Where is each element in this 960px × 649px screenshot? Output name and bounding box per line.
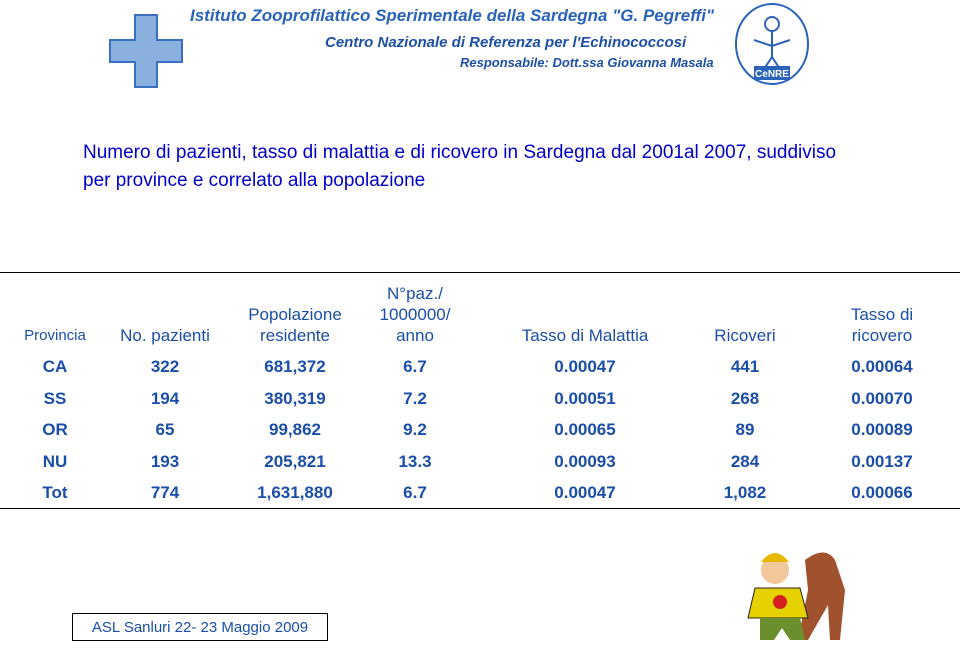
table-cell: 774 (150, 483, 180, 502)
table-cell: NU (42, 452, 68, 471)
table-cell: 89 (735, 420, 755, 439)
table-cell: 0.00089 (851, 420, 913, 439)
table-cell: 0.00066 (851, 483, 913, 502)
table-cell: 99,862 (269, 420, 321, 439)
table-cell: 1,631,880 (257, 483, 333, 502)
table-cell: 205,821 (264, 452, 326, 471)
table-cell: 193 (150, 452, 180, 471)
table-cell: 380,319 (264, 389, 326, 408)
table-cell: 0.00047 (554, 483, 616, 502)
table-cell: 284 (730, 452, 760, 471)
logo-cross (109, 14, 183, 88)
table-cell: 6.7 (403, 483, 427, 502)
responsible: Responsabile: Dott.ssa Giovanna Masala (460, 55, 714, 70)
table-cell: SS (43, 389, 67, 408)
table-cell: 13.3 (398, 452, 432, 471)
table-cell: 0.00051 (554, 389, 616, 408)
table-cell: 0.00047 (554, 357, 616, 376)
table-cell: 322 (150, 357, 180, 376)
table-top-rule (0, 272, 960, 273)
cenre-logo: CeNRE (735, 3, 809, 85)
illustration (747, 552, 845, 640)
table-cell: 0.00093 (554, 452, 616, 471)
column-header: Popolazione residente (248, 305, 342, 345)
footer: ASL Sanluri 22- 23 Maggio 2009 (72, 613, 328, 641)
table-cell: 9.2 (403, 420, 427, 439)
table-cell: 6.7 (403, 357, 427, 376)
table-cell: 1,082 (723, 483, 767, 502)
table-cell: 268 (730, 389, 760, 408)
table-cell: CA (42, 357, 68, 376)
table-cell: Tot (42, 483, 68, 502)
title: Numero di pazienti, tasso di malattia e … (83, 142, 837, 191)
centre: Centro Nazionale di Referenza per l'Echi… (325, 34, 687, 51)
column-header: Provincia (24, 327, 86, 344)
table-cell: 65 (155, 420, 175, 439)
column-header: Tasso di ricovero (850, 305, 914, 345)
logo-text: CeNRE (755, 69, 789, 80)
column-header: N°paz./ 1000000/ anno (379, 284, 451, 345)
table-cell: OR (42, 420, 68, 439)
table-cell: 0.00070 (851, 389, 913, 408)
table-cell: 0.00064 (851, 357, 913, 376)
table-cell: 7.2 (403, 389, 427, 408)
column-header: Ricoveri (714, 326, 776, 345)
table-cell: 0.00137 (851, 452, 913, 471)
table-cell: 441 (730, 357, 760, 376)
column-header: Tasso di Malattia (521, 326, 649, 345)
table-cell: 194 (150, 389, 180, 408)
table-bottom-rule (0, 508, 960, 509)
column-header: No. pazienti (120, 326, 210, 345)
institute: Istituto Zooprofilattico Sperimentale de… (190, 6, 715, 25)
table-cell: 0.00065 (554, 420, 616, 439)
table-cell: 681,372 (264, 357, 326, 376)
